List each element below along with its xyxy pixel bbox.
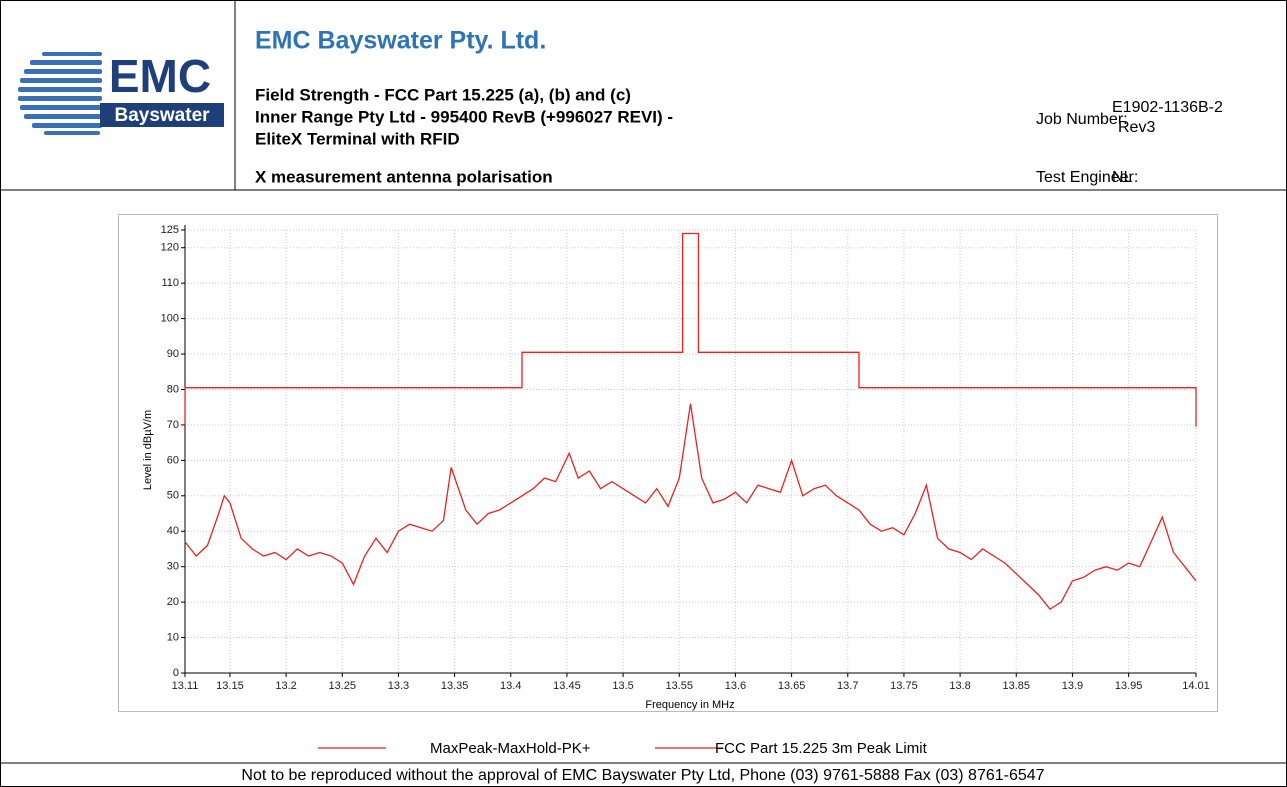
x-tick-label: 13.11 — [172, 680, 199, 692]
y-tick-label: 30 — [167, 561, 179, 573]
company: EMC Bayswater Pty. Ltd. — [255, 27, 546, 55]
x-tick-label: 13.85 — [1003, 680, 1031, 692]
x-tick-label: 13.9 — [1062, 680, 1083, 692]
x-tick-label: 13.75 — [890, 680, 918, 692]
title-line: EliteX Terminal with RFID — [255, 129, 460, 148]
x-tick-label: 14.01 — [1182, 680, 1210, 692]
logo-subtext: Bayswater — [114, 105, 210, 126]
y-axis-label: Level in dBµV/m — [142, 410, 154, 490]
y-tick-label: 0 — [173, 667, 179, 679]
job-number: E1902-1136B-2 — [1112, 99, 1223, 116]
x-tick-label: 13.25 — [329, 680, 357, 692]
x-tick-label: 13.3 — [388, 680, 409, 692]
y-tick-label: 20 — [167, 596, 179, 608]
chart-frame — [118, 214, 1218, 712]
x-axis-label: Frequency in MHz — [645, 699, 734, 711]
x-tick-label: 13.95 — [1115, 680, 1143, 692]
title-line: X measurement antenna polarisation — [255, 167, 553, 186]
x-tick-label: 13.4 — [500, 680, 521, 692]
logo: EMC Bayswater — [18, 50, 224, 135]
x-tick-label: 13.35 — [441, 680, 469, 692]
x-tick-label: 13.55 — [666, 680, 694, 692]
x-tick-label: 13.45 — [553, 680, 581, 692]
y-tick-label: 125 — [161, 224, 179, 236]
y-tick-label: 10 — [167, 631, 179, 643]
y-tick-label: 120 — [161, 242, 179, 254]
footer: Not to be reproduced without the approva… — [241, 767, 1044, 784]
x-tick-label: 13.6 — [725, 680, 746, 692]
plot: 0 10 20 30 40 50 60 70 80 90 100 110 120 125 13.11 13.1… — [161, 224, 1210, 757]
job-label: Job Number: — [1036, 111, 1128, 128]
y-tick-label: 90 — [167, 348, 179, 360]
title-line: Inner Range Pty Ltd - 995400 RevB (+9960… — [255, 107, 673, 126]
x-tick-label: 13.15 — [216, 680, 244, 692]
y-tick-label: 110 — [161, 277, 179, 289]
x-tick-label: 13.5 — [612, 680, 633, 692]
legend-label: FCC Part 15.225 3m Peak Limit — [715, 740, 928, 757]
y-tick-label: 50 — [167, 490, 179, 502]
logo-text: EMC — [109, 50, 211, 102]
title-line: Field Strength - FCC Part 15.225 (a), (b… — [255, 85, 631, 104]
series-line — [184, 232, 1197, 427]
y-tick-label: 80 — [167, 383, 179, 395]
y-tick-label: 60 — [167, 454, 179, 466]
legend-label: MaxPeak-MaxHold-PK+ — [430, 740, 591, 757]
engineer-label: Test Engineer: — [1036, 169, 1138, 186]
x-tick-label: 13.7 — [837, 680, 858, 692]
series-line — [184, 403, 1197, 611]
x-tick-label: 13.65 — [778, 680, 806, 692]
engineer: NL — [1112, 169, 1133, 186]
y-tick-label: 70 — [167, 419, 179, 431]
x-tick-label: 13.2 — [275, 680, 296, 692]
job-number: Rev3 — [1118, 119, 1155, 136]
y-tick-label: 40 — [167, 525, 179, 537]
x-tick-label: 13.8 — [949, 680, 970, 692]
y-tick-label: 100 — [161, 313, 179, 325]
